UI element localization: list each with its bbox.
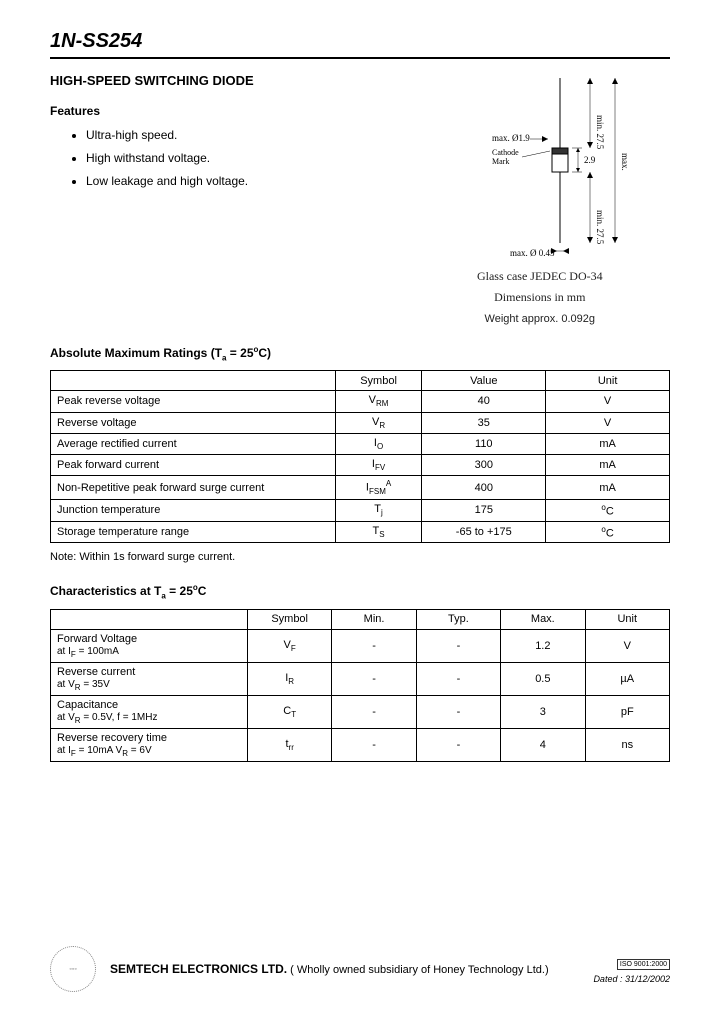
package-case: Glass case JEDEC DO-34 bbox=[410, 269, 670, 284]
package-drawing: min. 27.5 max. 2.9 min. 27.5 max. Ø1.9 C… bbox=[410, 73, 670, 325]
features-label: Features bbox=[50, 104, 410, 118]
ratings-title: Absolute Maximum Ratings (Ta = 25oC) bbox=[50, 345, 670, 362]
table-header: Max. bbox=[501, 609, 585, 629]
list-item: High withstand voltage. bbox=[86, 147, 410, 170]
characteristics-title: Characteristics at Ta = 25oC bbox=[50, 583, 670, 600]
characteristics-table: Symbol Min. Typ. Max. Unit Forward Volta… bbox=[50, 609, 670, 762]
table-header: Unit bbox=[546, 371, 670, 391]
table-row: Storage temperature rangeTS-65 to +175oC bbox=[51, 521, 670, 543]
table-row: Peak forward currentIFV300mA bbox=[51, 454, 670, 475]
package-svg: min. 27.5 max. 2.9 min. 27.5 max. Ø1.9 C… bbox=[450, 73, 650, 263]
cathode-label: Cathode bbox=[492, 148, 519, 157]
cathode-label: Mark bbox=[492, 157, 509, 166]
list-item: Ultra-high speed. bbox=[86, 124, 410, 147]
dim-label: 2.9 bbox=[584, 155, 596, 165]
dim-label: max. Ø 0.45 bbox=[510, 248, 555, 258]
table-header: Min. bbox=[332, 609, 416, 629]
part-number: 1N-SS254 bbox=[50, 30, 670, 53]
footer: ◦◦◦ SEMTECH ELECTRONICS LTD. ( Wholly ow… bbox=[50, 946, 670, 992]
table-header bbox=[51, 609, 248, 629]
company-logo-icon: ◦◦◦ bbox=[50, 946, 96, 992]
footer-company: SEMTECH ELECTRONICS LTD. ( Wholly owned … bbox=[110, 962, 549, 976]
table-row: Forward Voltageat IF = 100mAVF--1.2V bbox=[51, 629, 670, 662]
table-header: Unit bbox=[585, 609, 669, 629]
table-header: Typ. bbox=[416, 609, 500, 629]
table-header: Symbol bbox=[247, 609, 331, 629]
table-row: Junction temperatureTj175oC bbox=[51, 499, 670, 521]
table-row: Reverse currentat VR = 35VIR--0.5µA bbox=[51, 662, 670, 695]
table-row: Average rectified currentIO110mA bbox=[51, 433, 670, 454]
top-section: HIGH-SPEED SWITCHING DIODE Features Ultr… bbox=[50, 73, 670, 325]
dim-label: min. 27.5 bbox=[595, 115, 605, 150]
footer-right: ISO 9001:2000 Dated : 31/12/2002 bbox=[593, 955, 670, 984]
dim-label: max. bbox=[620, 153, 630, 171]
divider bbox=[50, 57, 670, 59]
list-item: Low leakage and high voltage. bbox=[86, 170, 410, 193]
package-dim-note: Dimensions in mm bbox=[410, 290, 670, 305]
table-header: Symbol bbox=[335, 371, 422, 391]
package-weight: Weight approx. 0.092g bbox=[410, 313, 670, 325]
table-row: Reverse voltageVR35V bbox=[51, 412, 670, 433]
table-row: Non-Repetitive peak forward surge curren… bbox=[51, 476, 670, 500]
dim-label: min. 27.5 bbox=[595, 210, 605, 245]
footer-date: Dated : 31/12/2002 bbox=[593, 974, 670, 984]
table-row: Reverse recovery timeat IF = 10mA VR = 6… bbox=[51, 728, 670, 761]
table-header: Value bbox=[422, 371, 546, 391]
ratings-note: Note: Within 1s forward surge current. bbox=[50, 551, 670, 563]
ratings-table: Symbol Value Unit Peak reverse voltageVR… bbox=[50, 370, 670, 543]
subtitle: HIGH-SPEED SWITCHING DIODE bbox=[50, 73, 410, 88]
table-row: Capacitanceat VR = 0.5V, f = 1MHzCT--3pF bbox=[51, 695, 670, 728]
iso-badge: ISO 9001:2000 bbox=[617, 959, 670, 970]
table-header bbox=[51, 371, 336, 391]
dim-label: max. Ø1.9 bbox=[492, 133, 530, 143]
table-row: Peak reverse voltageVRM40V bbox=[51, 391, 670, 412]
feature-list: Ultra-high speed. High withstand voltage… bbox=[86, 124, 410, 192]
